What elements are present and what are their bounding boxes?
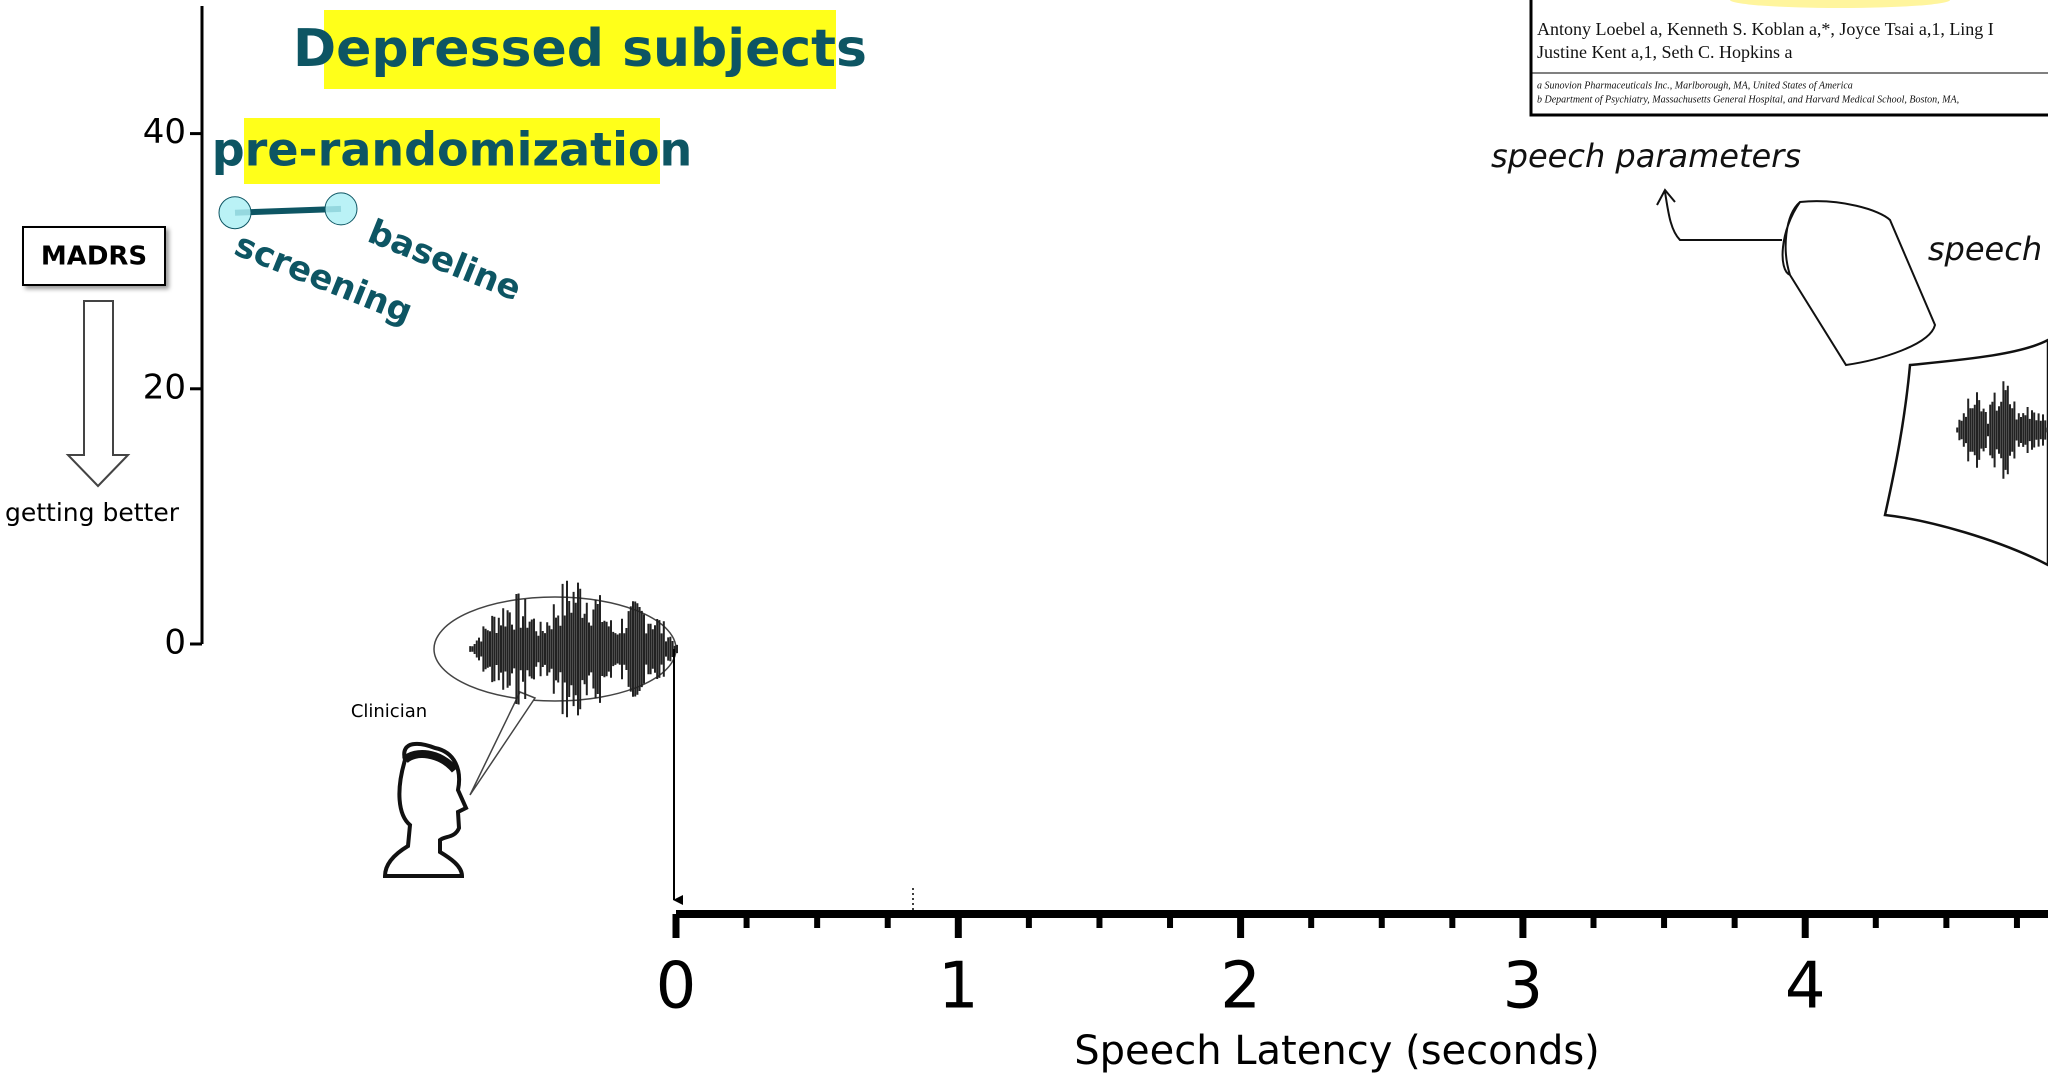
- point: [324, 192, 358, 226]
- wave-path: [1956, 381, 2048, 479]
- y-tick-label: 20: [143, 367, 186, 407]
- chart-subtitle: pre-randomization: [212, 123, 693, 177]
- title-highlight: [324, 10, 836, 89]
- sketch-pillow: [1883, 338, 2048, 567]
- sketch-cup: [1781, 200, 1937, 367]
- paper-authors: Antony Loebel a, Kenneth S. Koblan a,*, …: [1537, 19, 1994, 39]
- paper-authors: Justine Kent a,1, Seth C. Hopkins a: [1537, 42, 1792, 62]
- speech-parameters-label: speech parameters: [1491, 137, 1801, 175]
- sketch-arrow: [1656, 188, 1782, 241]
- x-tick-label: 0: [656, 950, 697, 1024]
- clinician-icon: [382, 741, 469, 878]
- speech-label: speech: [1928, 230, 2042, 268]
- x-label: Speech Latency (seconds): [1074, 1028, 1600, 1074]
- paper-affiliation: a Sunovion Pharmaceuticals Inc., Marlbor…: [1537, 80, 1853, 91]
- bubble-tail: [469, 691, 537, 796]
- wave-path: [469, 580, 678, 718]
- x-tick-label: 3: [1503, 950, 1544, 1024]
- subtitle-highlight: [244, 118, 660, 184]
- waveform: [469, 580, 678, 718]
- chart-title: Depressed subjects: [293, 19, 867, 79]
- x-tick-label: 1: [938, 950, 979, 1024]
- y-label: MADRS: [41, 242, 147, 272]
- y-tick-label: 0: [164, 623, 186, 663]
- paper-snippet: [1529, 0, 2048, 117]
- down-arrow: [65, 300, 131, 488]
- paper-highlight: [1730, 0, 1950, 8]
- y-label-box: [22, 226, 166, 286]
- y-tick-label: 40: [143, 112, 186, 152]
- point: [218, 196, 252, 230]
- clinician-label: Clinician: [351, 701, 427, 722]
- sketch-waveform: [1956, 381, 2048, 479]
- paper-affiliation: b Department of Psychiatry, Massachusett…: [1537, 94, 1959, 105]
- x-tick-label: 2: [1220, 950, 1261, 1024]
- x-tick-label: 4: [1785, 950, 1826, 1024]
- y-note: getting better: [5, 498, 180, 527]
- series-line: [234, 205, 342, 216]
